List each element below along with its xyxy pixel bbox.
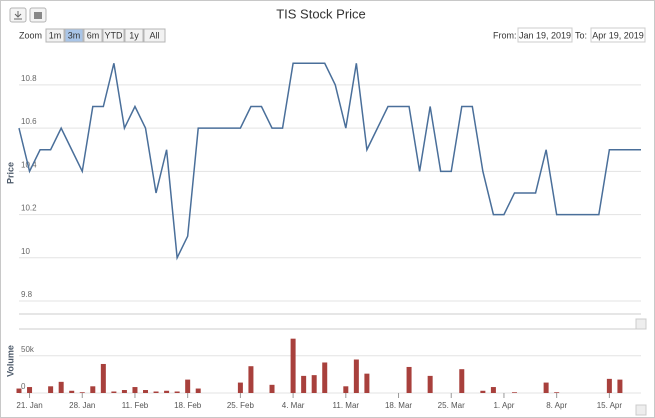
volume-bar (554, 392, 560, 393)
volume-bar (322, 362, 328, 393)
y-tick-label: 0 (21, 382, 26, 391)
volume-bar (90, 386, 96, 393)
volume-bar (290, 338, 296, 393)
from-label: From: (493, 30, 517, 40)
zoom-button-label[interactable]: 1y (129, 30, 139, 40)
y-tick-label: 10.2 (21, 204, 37, 213)
volume-bar (543, 382, 549, 393)
to-input[interactable] (590, 27, 646, 43)
to-label: To: (575, 30, 587, 40)
chart-title: TIS Stock Price (276, 6, 366, 21)
y-tick-label: 10.4 (21, 160, 37, 169)
zoom-button-label[interactable]: 1m (49, 30, 62, 40)
zoom-button-label[interactable]: All (149, 30, 159, 40)
x-tick-label: 25. Feb (227, 401, 255, 410)
volume-bar (353, 359, 359, 393)
y-tick-label: 10 (21, 247, 30, 256)
zoom-button-label[interactable]: 6m (87, 30, 100, 40)
x-tick-label: 4. Mar (282, 401, 305, 410)
volume-bar (153, 391, 159, 393)
zoom-button-label[interactable]: YTD (105, 30, 124, 40)
volume-bar (132, 387, 138, 393)
volume-bar (174, 391, 180, 393)
x-tick-label: 8. Apr (546, 401, 567, 410)
x-tick-label: 18. Mar (385, 401, 412, 410)
scroll-button[interactable] (635, 318, 647, 330)
volume-bar (490, 387, 496, 393)
y-tick-label: 9.8 (21, 290, 33, 299)
y-axis-label: Volume (5, 345, 15, 377)
y-tick-label: 10.8 (21, 74, 37, 83)
volume-bar (164, 390, 170, 393)
volume-bar (111, 391, 117, 393)
volume-bar (364, 373, 370, 393)
volume-bar (143, 390, 149, 393)
volume-bar (185, 379, 191, 393)
volume-bar (301, 375, 307, 393)
x-tick-label: 11. Mar (333, 401, 360, 410)
volume-bar (237, 382, 243, 393)
volume-bar (606, 378, 612, 393)
x-tick-label: 21. Jan (16, 401, 42, 410)
volume-bar (48, 386, 54, 393)
volume-bar (617, 379, 623, 393)
zoom-button[interactable] (124, 28, 144, 43)
x-tick-label: 28. Jan (69, 401, 95, 410)
volume-bar (269, 384, 275, 393)
zoom-label: Zoom (19, 30, 42, 40)
price-line (18, 62, 641, 261)
volume-bar (27, 387, 33, 393)
y-tick-label: 10.6 (21, 117, 37, 126)
zoom-button[interactable] (143, 28, 166, 43)
volume-bar (16, 388, 22, 393)
volume-bar (69, 390, 75, 393)
x-tick-label: 25. Mar (438, 401, 465, 410)
y-axis-label: Price (5, 162, 15, 184)
volume-bar (406, 366, 412, 393)
y-tick-label: 50k (21, 345, 35, 354)
volume-bar (427, 375, 433, 393)
volume-bar (195, 388, 201, 393)
x-tick-label: 1. Apr (493, 401, 514, 410)
zoom-button-label[interactable]: 3m (68, 30, 81, 40)
volume-bar (311, 375, 317, 393)
volume-bar (459, 369, 465, 393)
volume-bar (121, 390, 127, 393)
x-tick-label: 18. Feb (174, 401, 202, 410)
x-tick-label: 11. Feb (122, 401, 149, 410)
volume-bar (511, 392, 517, 393)
volume-bar (79, 392, 85, 393)
from-date[interactable]: Jan 19, 2019 (519, 30, 571, 40)
volume-bar (343, 386, 349, 393)
zoom-button[interactable] (64, 28, 84, 43)
x-tick-label: 15. Apr (597, 401, 623, 410)
volume-bar (248, 366, 254, 393)
to-date[interactable]: Apr 19, 2019 (592, 30, 644, 40)
volume-bar (100, 363, 106, 393)
scroll-button[interactable] (635, 404, 647, 416)
zoom-button[interactable] (83, 28, 103, 43)
from-input[interactable] (517, 27, 573, 43)
volume-bar (480, 390, 486, 393)
zoom-button[interactable] (102, 28, 125, 43)
zoom-button[interactable] (45, 28, 65, 43)
volume-bar (58, 381, 64, 393)
export-buttons[interactable] (9, 7, 47, 23)
